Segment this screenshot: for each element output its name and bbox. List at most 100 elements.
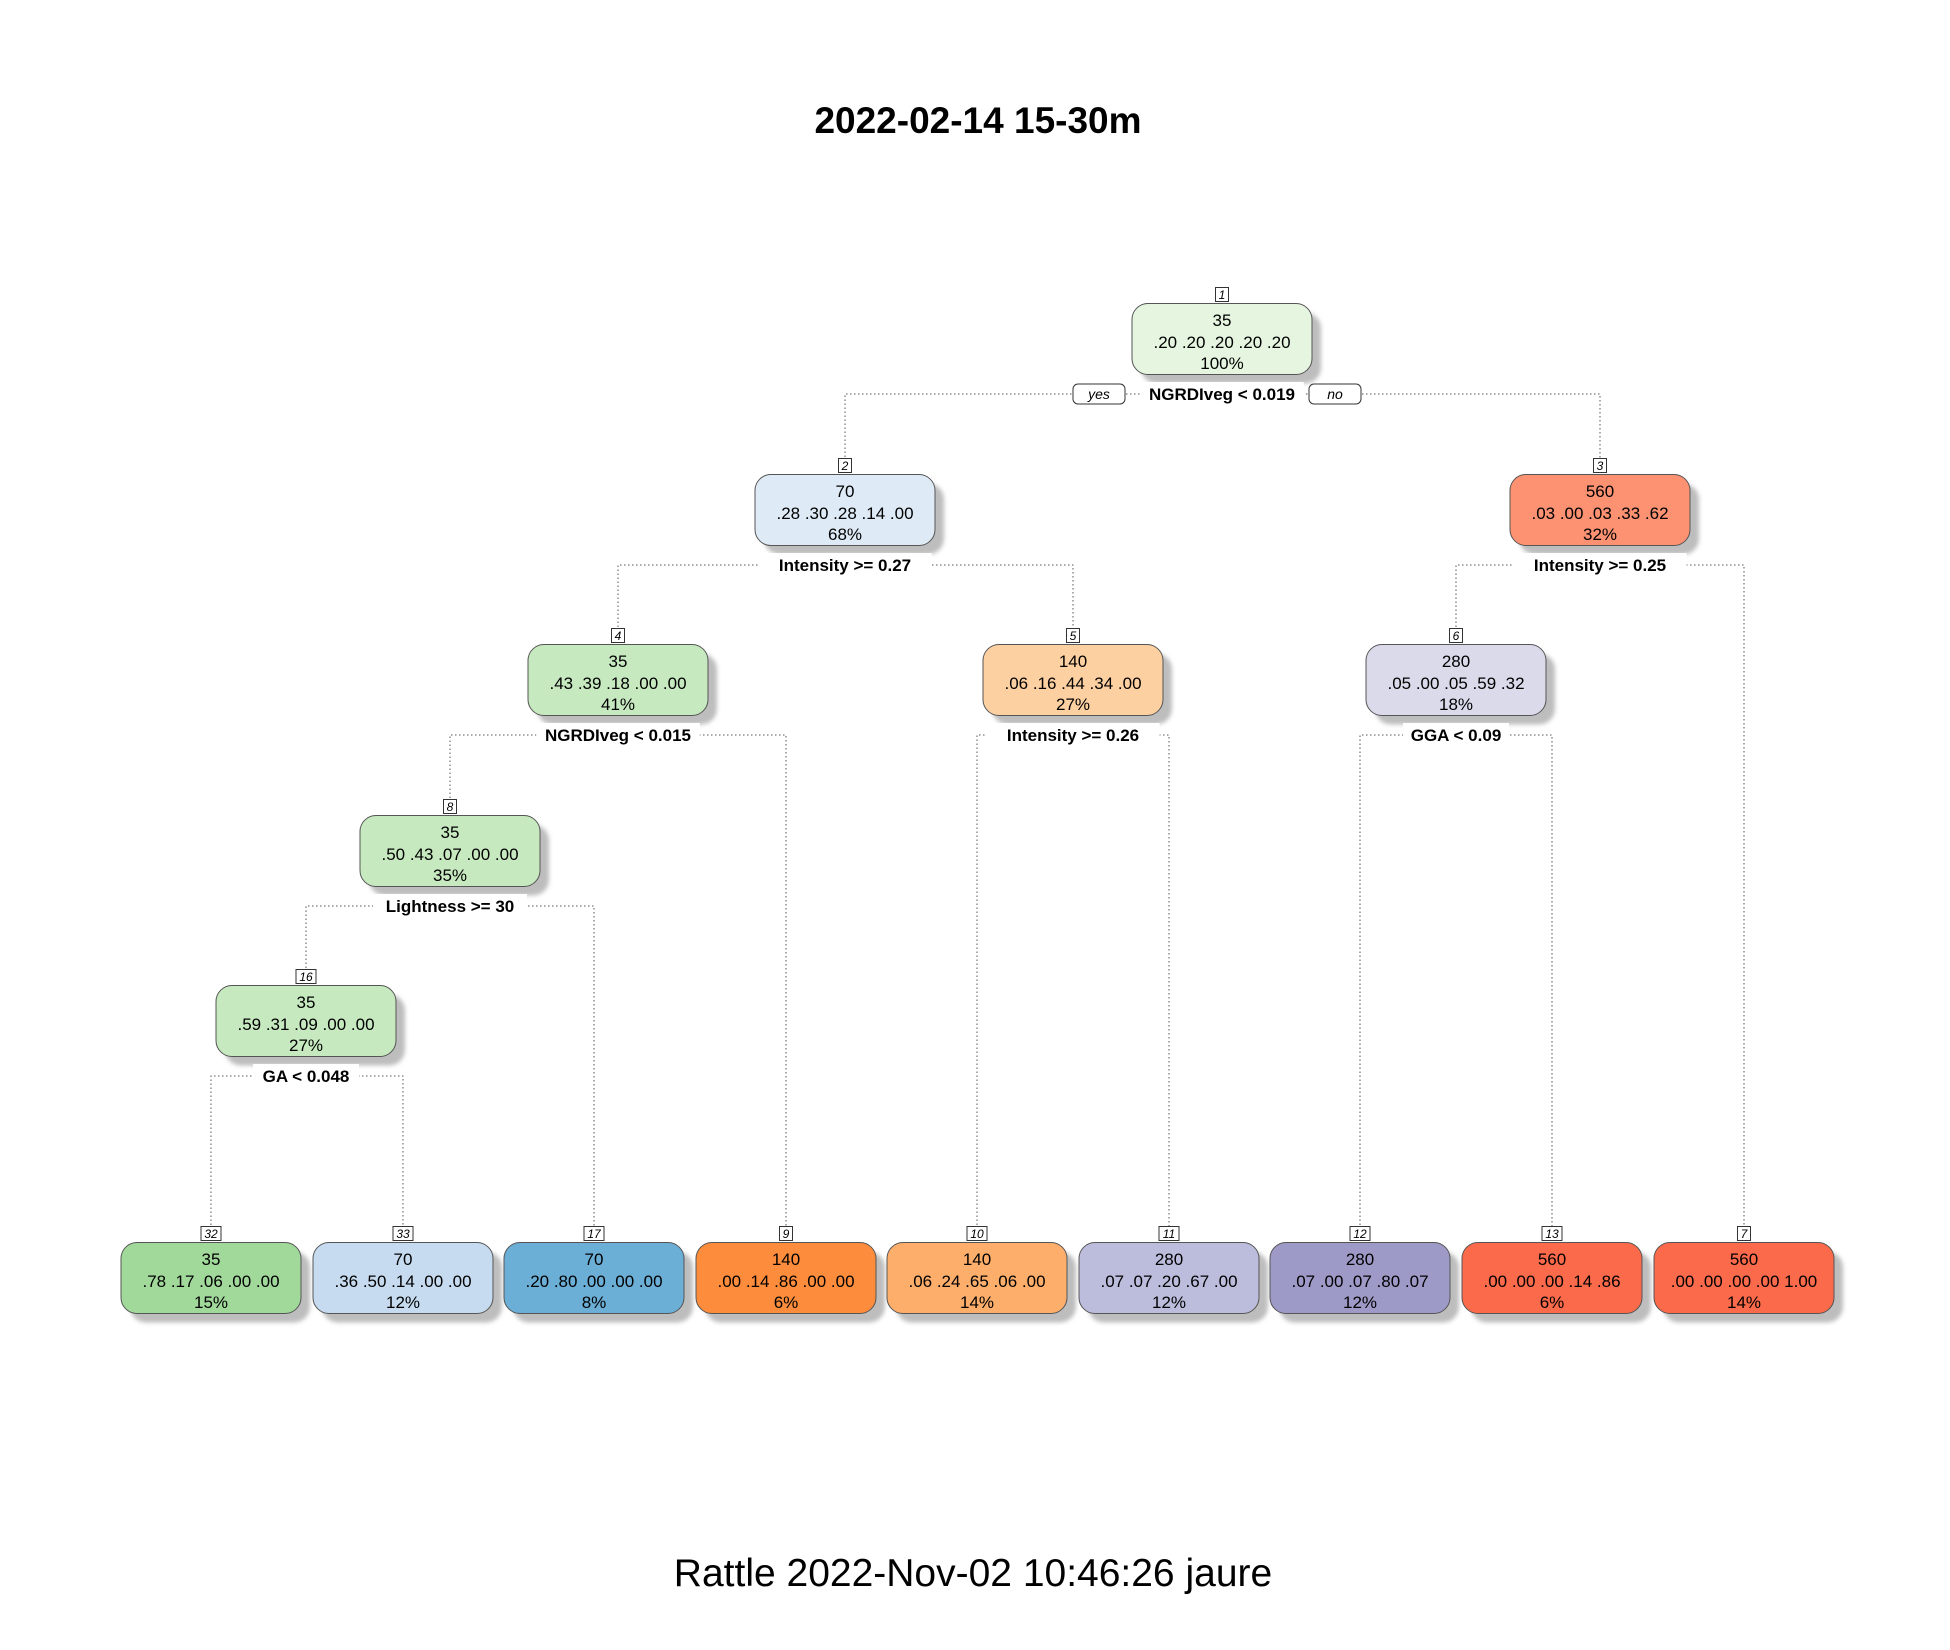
split-label-bg [1403,723,1509,745]
node-id-box [392,1226,414,1241]
node-probs: .20 .80 .00 .00 .00 [525,1272,662,1291]
node-box [1269,1242,1451,1314]
node-id: 33 [396,1227,410,1241]
split-label: NGRDIveg < 0.015 [545,726,691,745]
tree-node: 9 140 .00 .14 .86 .00 .00 6% [695,1226,885,1323]
split-label-bg [758,553,932,575]
node-id: 11 [1163,1227,1175,1241]
tree-node: 2 70 .28 .30 .28 .14 .00 68% Intensity >= 0.… [754,458,944,575]
node-class: 140 [963,1250,991,1269]
node-box [1131,303,1313,375]
node-class: 560 [1538,1250,1566,1269]
node-percent: 8% [582,1293,607,1312]
node-percent: 27% [289,1036,323,1055]
tree-node: 12 280 .07 .00 .07 .80 .07 12% [1269,1226,1459,1323]
split-label: Intensity >= 0.26 [1007,726,1139,745]
node-percent: 14% [960,1293,994,1312]
node-probs: .00 .00 .00 .14 .86 [1483,1272,1620,1291]
node-id-box [1349,1226,1371,1241]
no-branch-label: no [1327,386,1343,402]
split-label: Lightness >= 30 [386,897,515,916]
split-label-bg [1140,382,1304,404]
node-class: 35 [441,823,460,842]
tree-node: 1 35 .20 .20 .20 .20 .20 100% NGRDIveg < 0.0… [1131,287,1321,404]
node-class: 35 [202,1250,221,1269]
node-class: 70 [585,1250,604,1269]
split-label: Intensity >= 0.25 [1534,556,1666,575]
split-label: GA < 0.048 [263,1067,350,1086]
tree-node: 5 140 .06 .16 .44 .34 .00 27% Intensity >= 0… [982,628,1172,745]
tree-edge [210,1075,404,1233]
node-id: 17 [587,1227,602,1241]
node-id: 12 [1353,1227,1367,1241]
node-class: 280 [1442,652,1470,671]
node-class: 35 [1213,311,1232,330]
split-label-bg [373,894,527,916]
node-percent: 41% [601,695,635,714]
node-id-box [1449,628,1463,643]
node-box [982,644,1164,716]
footer-caption: Rattle 2022-Nov-02 10:46:26 jaure [673,1552,1273,1595]
node-percent: 6% [1540,1293,1565,1312]
node-class: 560 [1586,482,1614,501]
node-id: 32 [204,1227,218,1241]
node-probs: .36 .50 .14 .00 .00 [334,1272,471,1291]
node-percent: 35% [433,866,467,885]
tree-edge [1455,564,1745,1233]
tree-edge [449,734,787,1233]
figure-title: 2022-02-14 15-30m [814,100,1142,141]
tree-node: 11 280 .07 .07 .20 .67 .00 12% [1078,1226,1268,1323]
node-class: 140 [772,1250,800,1269]
node-percent: 15% [194,1293,228,1312]
node-id-box [295,969,317,984]
node-id: 3 [1597,459,1604,473]
tree-node: 10 140 .06 .24 .65 .06 .00 14% [886,1226,1076,1323]
node-id-box [1215,287,1229,302]
node-box [120,1242,302,1314]
node-probs: .03 .00 .03 .33 .62 [1531,504,1668,523]
node-id: 4 [615,629,622,643]
node-percent: 12% [386,1293,420,1312]
node-percent: 6% [774,1293,799,1312]
node-class: 35 [609,652,628,671]
node-id: 7 [1741,1227,1749,1241]
tree-node: 6 280 .05 .00 .05 .59 .32 18% GGA < 0.09 [1365,628,1555,745]
node-id-box [583,1226,605,1241]
node-box [1509,474,1691,546]
split-label: GGA < 0.09 [1411,726,1502,745]
node-probs: .06 .24 .65 .06 .00 [908,1272,1045,1291]
node-probs: .28 .30 .28 .14 .00 [776,504,913,523]
node-probs: .78 .17 .06 .00 .00 [142,1272,279,1291]
tree-node: 13 560 .00 .00 .00 .14 .86 6% [1461,1226,1651,1323]
node-probs: .50 .43 .07 .00 .00 [381,845,518,864]
tree-edge [305,905,595,1233]
node-id-box [200,1226,222,1241]
node-id: 10 [970,1227,984,1241]
node-id: 16 [299,970,313,984]
node-box [215,985,397,1057]
tree-edge [1359,734,1553,1233]
split-label-bg [1513,553,1687,575]
node-box [312,1242,494,1314]
node-id-box [779,1226,793,1241]
node-probs: .07 .00 .07 .80 .07 [1291,1272,1428,1291]
tree-node: 8 35 .50 .43 .07 .00 .00 35% Lightness >= 30 [359,799,549,916]
tree-node: 3 560 .03 .00 .03 .33 .62 32% Intensity >= 0… [1509,458,1699,575]
node-probs: .00 .00 .00 .00 1.00 [1671,1272,1818,1291]
node-probs: .06 .16 .44 .34 .00 [1004,674,1141,693]
node-box [1078,1242,1260,1314]
node-probs: .07 .07 .20 .67 .00 [1100,1272,1237,1291]
node-box [503,1242,685,1314]
node-id: 13 [1545,1227,1559,1241]
node-id-box [966,1226,988,1241]
node-id-box [1066,628,1080,643]
tree-node: 16 35 .59 .31 .09 .00 .00 27% GA < 0.048 [215,969,405,1086]
node-box [1365,644,1547,716]
node-box [1653,1242,1835,1314]
node-class: 140 [1059,652,1087,671]
node-id: 8 [447,800,454,814]
node-probs: .43 .39 .18 .00 .00 [549,674,686,693]
